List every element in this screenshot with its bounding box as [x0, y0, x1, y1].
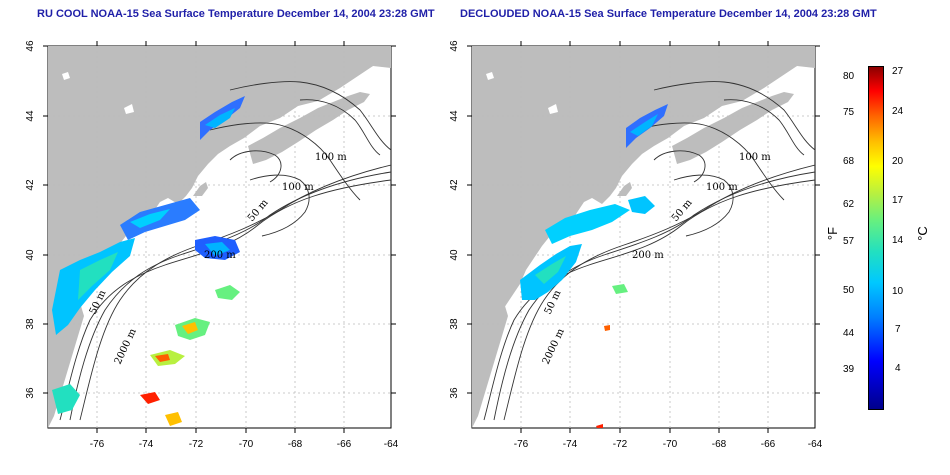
- sst-colorbar: [868, 66, 884, 410]
- x-tick-label: -76: [514, 439, 529, 450]
- right-map-panel: 100 m 100 m 50 m 200 m 50 m 2000 m -76: [449, 40, 823, 450]
- right-x-tick-labels: -76 -74 -72 -70 -68 -66 -64: [514, 439, 823, 450]
- right-map-title: DECLOUDED NOAA-15 Sea Surface Temperatur…: [460, 8, 877, 20]
- y-tick-label: 42: [25, 179, 36, 191]
- y-tick-label: 36: [449, 387, 460, 399]
- y-tick-label: 36: [25, 387, 36, 399]
- left-y-tick-labels: 46 44 42 40 38 36: [25, 40, 36, 399]
- y-tick-label: 46: [449, 40, 460, 52]
- x-tick-label: -74: [563, 439, 578, 450]
- celsius-tick-label: 17: [892, 195, 904, 206]
- left-map-title: RU COOL NOAA-15 Sea Surface Temperature …: [37, 8, 435, 20]
- right-sst-data: [520, 104, 668, 428]
- y-tick-label: 46: [25, 40, 36, 52]
- left-contour-label: 100 m: [282, 182, 314, 193]
- celsius-tick-label: 24: [892, 106, 904, 117]
- fahrenheit-tick-label: 39: [843, 364, 855, 375]
- x-tick-label: -66: [337, 439, 352, 450]
- left-axis-ticks: [43, 41, 396, 433]
- y-tick-label: 40: [449, 249, 460, 261]
- celsius-tick-label: 4: [895, 363, 901, 374]
- celsius-tick-label: 7: [895, 324, 901, 335]
- x-tick-label: -68: [712, 439, 727, 450]
- celsius-tick-label: 14: [892, 235, 904, 246]
- left-contour-label: 100 m: [315, 152, 347, 163]
- left-map-panel: 100 m 100 m 50 m 200 m 50 m 2000 m -76: [25, 40, 399, 450]
- fahrenheit-tick-label: 68: [843, 156, 855, 167]
- right-lake: [548, 104, 558, 114]
- x-tick-label: -68: [288, 439, 303, 450]
- fahrenheit-unit-label: °F: [825, 226, 841, 241]
- left-sst-data: [52, 96, 245, 426]
- left-contour-label: 200 m: [204, 250, 236, 261]
- y-tick-label: 42: [449, 179, 460, 191]
- fahrenheit-tick-label: 50: [843, 285, 855, 296]
- x-tick-label: -76: [90, 439, 105, 450]
- right-contour-label: 100 m: [739, 152, 771, 163]
- y-tick-label: 44: [25, 110, 36, 122]
- x-tick-label: -72: [189, 439, 204, 450]
- y-tick-label: 38: [449, 318, 460, 330]
- right-graticule: [472, 46, 815, 428]
- right-contour-label: 200 m: [632, 250, 664, 261]
- fahrenheit-tick-label: 57: [843, 236, 855, 247]
- celsius-tick-label: 20: [892, 156, 904, 167]
- right-y-tick-labels: 46 44 42 40 38 36: [449, 40, 460, 399]
- x-tick-label: -72: [613, 439, 628, 450]
- celsius-unit-label: °C: [914, 226, 930, 241]
- right-axis-ticks: [467, 41, 820, 433]
- fahrenheit-tick-label: 75: [843, 107, 855, 118]
- celsius-tick-label: 10: [892, 286, 904, 297]
- fahrenheit-tick-label: 80: [843, 71, 855, 82]
- left-lake: [124, 104, 134, 114]
- right-lake: [486, 72, 494, 80]
- left-lake: [62, 72, 70, 80]
- y-tick-label: 44: [449, 110, 460, 122]
- right-bathymetry: [483, 81, 815, 421]
- left-x-tick-labels: -76 -74 -72 -70 -68 -66 -64: [90, 439, 399, 450]
- x-tick-label: -64: [808, 439, 823, 450]
- x-tick-label: -74: [139, 439, 154, 450]
- x-tick-label: -64: [384, 439, 399, 450]
- x-tick-label: -66: [761, 439, 776, 450]
- y-tick-label: 40: [25, 249, 36, 261]
- celsius-tick-label: 27: [892, 66, 904, 77]
- fahrenheit-tick-label: 44: [843, 328, 855, 339]
- right-contour-label: 100 m: [706, 182, 738, 193]
- x-tick-label: -70: [663, 439, 678, 450]
- x-tick-label: -70: [239, 439, 254, 450]
- fahrenheit-tick-label: 62: [843, 199, 855, 210]
- y-tick-label: 38: [25, 318, 36, 330]
